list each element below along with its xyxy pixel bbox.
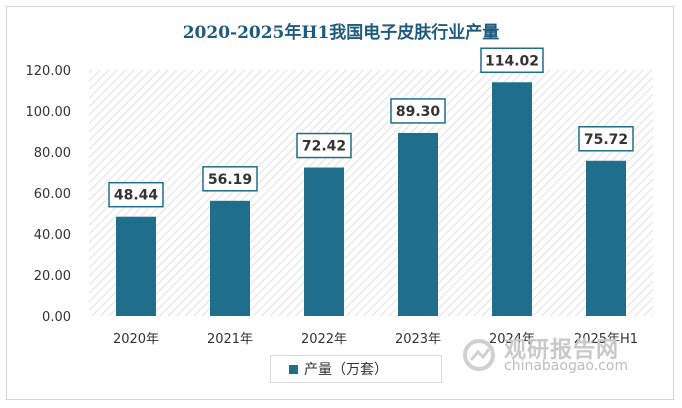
y-tick-label: 0.00 xyxy=(42,310,71,325)
data-label-box xyxy=(108,181,164,208)
x-tick-label: 2024年 xyxy=(489,332,535,347)
x-tick-label: 2023年 xyxy=(395,332,441,347)
bar xyxy=(586,160,626,316)
data-label-box xyxy=(296,132,352,159)
x-tick-label: 2022年 xyxy=(301,332,347,347)
y-tick-label: 100.00 xyxy=(26,105,72,120)
y-tick-label: 120.00 xyxy=(26,64,72,79)
watermark-logo-icon xyxy=(463,339,495,371)
chart-title: 2020-2025年H1我国电子皮肤行业产量 xyxy=(182,23,500,43)
data-label: 75.72 xyxy=(584,132,628,148)
y-tick-label: 60.00 xyxy=(34,187,71,202)
data-label-box xyxy=(202,166,258,192)
data-label: 48.44 xyxy=(114,188,159,204)
bar xyxy=(116,216,156,316)
bar xyxy=(210,200,250,316)
x-tick-label: 2020年 xyxy=(113,332,159,347)
legend: 产量（万套） xyxy=(270,355,442,383)
x-tick-label: 2025年H1 xyxy=(574,332,638,347)
y-tick-label: 80.00 xyxy=(34,146,71,161)
data-label: 89.30 xyxy=(396,104,441,120)
bar xyxy=(398,132,438,316)
data-label-box xyxy=(578,126,634,152)
data-label-box xyxy=(390,98,446,124)
bar xyxy=(304,167,344,316)
watermark: 观研报告网 chinabaogao.com xyxy=(462,332,672,380)
watermark-url: chinabaogao.com xyxy=(504,358,629,374)
y-tick-label: 20.00 xyxy=(34,269,71,284)
x-tick-label: 2021年 xyxy=(207,332,253,347)
legend-swatch xyxy=(289,364,298,374)
y-tick-label: 40.00 xyxy=(34,228,71,243)
watermark-name: 观研报告网 xyxy=(504,338,620,363)
bar xyxy=(492,82,532,316)
data-label: 56.19 xyxy=(208,172,252,188)
data-label: 72.42 xyxy=(302,139,346,155)
data-label-box xyxy=(480,47,544,74)
data-label: 114.02 xyxy=(485,53,539,69)
legend-label: 产量（万套） xyxy=(304,362,388,378)
plot-area xyxy=(89,70,653,316)
